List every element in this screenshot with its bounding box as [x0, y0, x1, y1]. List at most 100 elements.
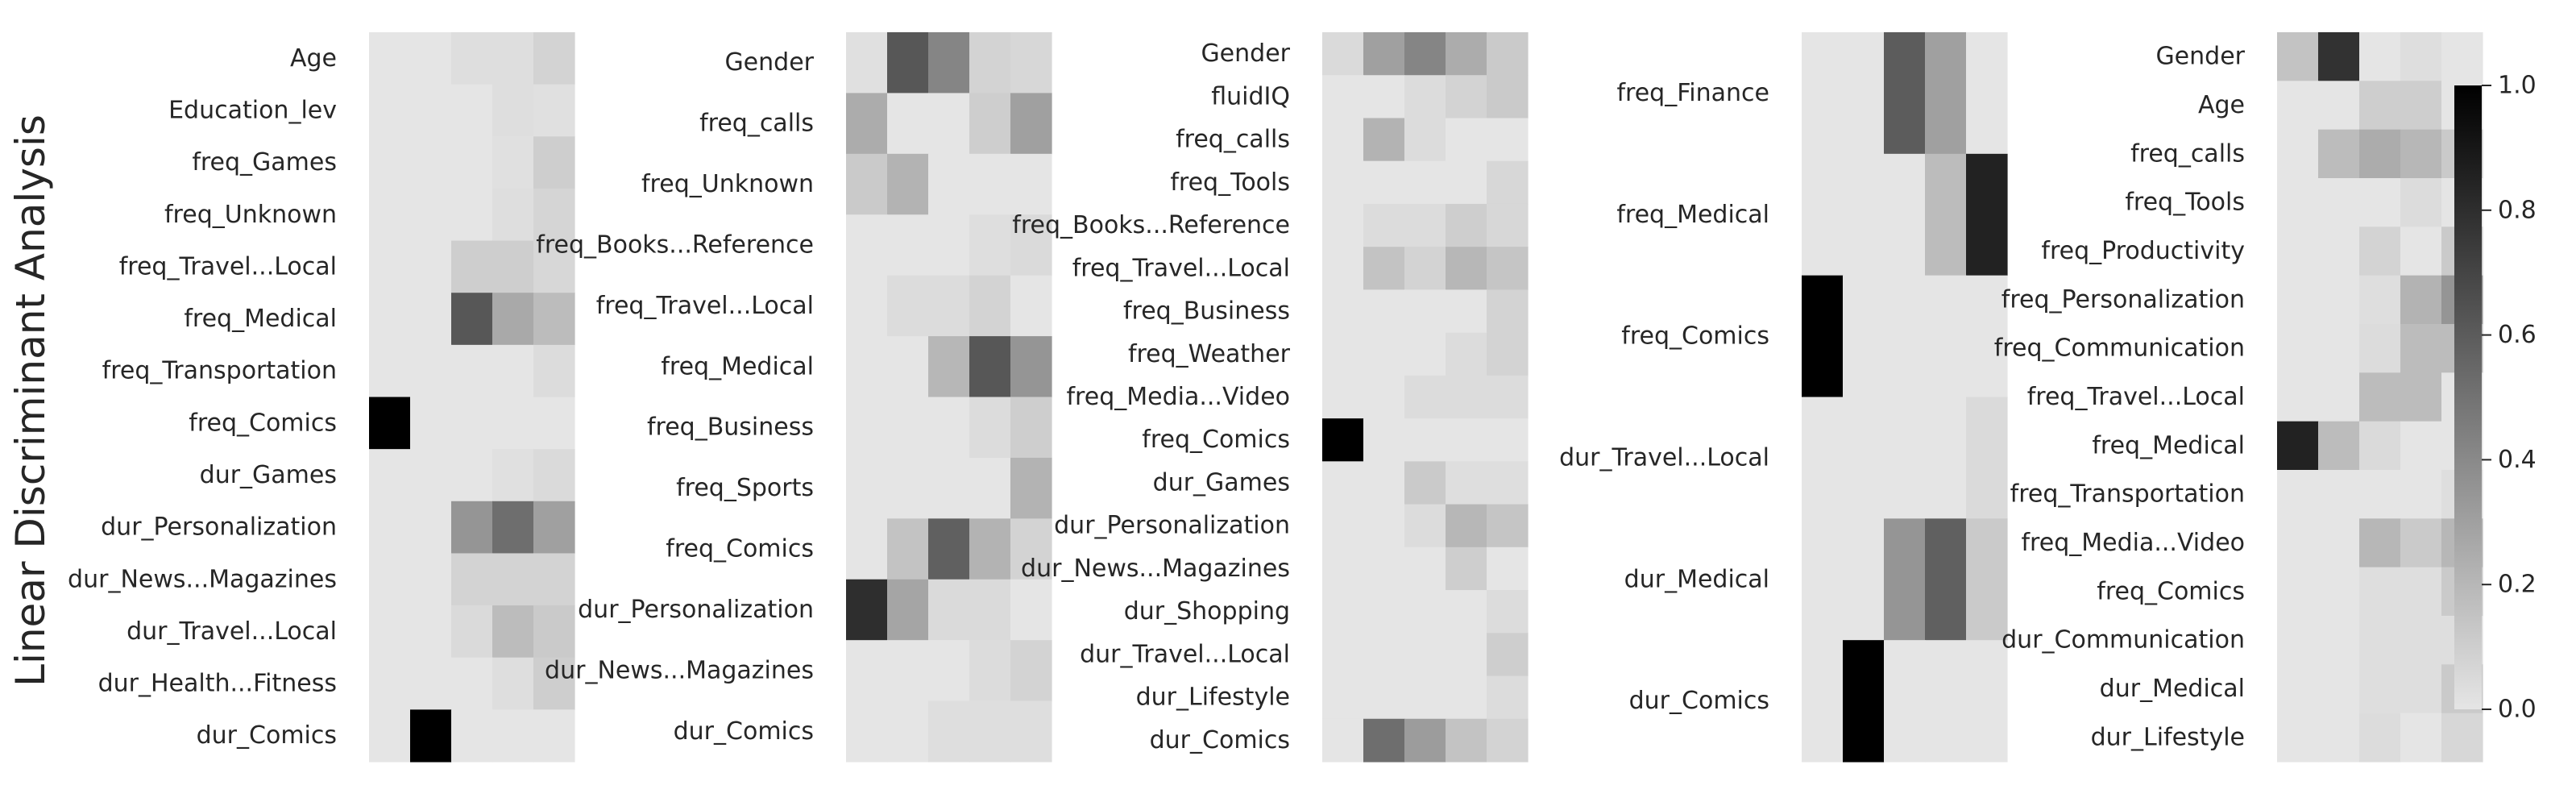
row-label: freq_Travel...Local	[2027, 383, 2245, 411]
heatmap-cell	[1363, 675, 1405, 720]
heatmap-cell	[1010, 32, 1052, 94]
heatmap-cell	[533, 293, 575, 346]
row-label: freq_Transportation	[2010, 480, 2245, 509]
heatmap-cell	[451, 501, 493, 555]
heatmap-cell	[1487, 504, 1529, 548]
heatmap-cell	[451, 136, 493, 189]
heatmap-cell	[492, 553, 534, 606]
heatmap-cell	[451, 84, 493, 137]
row-label: dur_News...Magazines	[545, 656, 814, 684]
heatmap-cell	[1363, 590, 1405, 634]
heatmap-cell	[492, 188, 534, 242]
heatmap-cell	[1322, 418, 1364, 462]
heatmap-cell	[1363, 247, 1405, 291]
heatmap-cell	[1843, 640, 1885, 763]
heatmap-cell	[1802, 640, 1844, 763]
row-label: dur_Health...Fitness	[98, 670, 337, 698]
heatmap-cell	[1925, 153, 1967, 276]
heatmap-cell	[2318, 324, 2360, 373]
row-label: freq_Travel...Local	[1072, 254, 1290, 282]
heatmap-cell	[2400, 421, 2442, 471]
row-label: Gender	[724, 48, 814, 77]
heatmap-cell	[2359, 129, 2401, 179]
heatmap-cell	[2359, 324, 2401, 373]
heatmap-cell	[2359, 616, 2401, 665]
heatmap-cell	[533, 397, 575, 450]
heatmap-cell	[2359, 81, 2401, 131]
heatmap-cell	[846, 32, 888, 94]
row-label: dur_Comics	[1150, 726, 1290, 754]
heatmap-cell	[1363, 118, 1405, 162]
colorbar: 0.0 0.2 0.4 0.6 0.8 1.0	[2454, 72, 2537, 724]
heatmap-cell	[1966, 32, 2008, 155]
row-label: dur_Personalization	[101, 513, 337, 542]
heatmap-cell	[1446, 418, 1487, 462]
heatmap-cell	[2400, 664, 2442, 714]
heatmap-cell	[887, 214, 929, 276]
heatmap-cell	[887, 457, 929, 519]
heatmap-cell	[2441, 32, 2483, 81]
heatmap-cell	[846, 214, 888, 276]
row-label: freq_Unknown	[164, 201, 337, 229]
heatmap-cell	[1446, 332, 1487, 376]
heatmap-cell	[1446, 247, 1487, 291]
heatmap-cell	[451, 657, 493, 710]
heatmap-cell	[1322, 590, 1364, 634]
heatmap-cell	[1322, 546, 1364, 591]
heatmap-cell	[1446, 118, 1487, 162]
heatmap-panels: AgeEducation_levfreq_Gamesfreq_Unknownfr…	[68, 32, 2483, 763]
heatmap-cell	[2318, 616, 2360, 665]
heatmap-cell	[1404, 32, 1446, 76]
heatmap-cell	[1322, 461, 1364, 505]
heatmap-cell	[969, 397, 1011, 459]
heatmap-cell	[2400, 518, 2442, 568]
row-label: dur_Comics	[674, 717, 814, 746]
row-label: freq_Comics	[1142, 426, 1290, 454]
row-label: freq_Medical	[184, 305, 337, 333]
heatmap-cell	[1404, 289, 1446, 334]
row-label: freq_calls	[699, 110, 814, 138]
colorbar-tick-label: 0.4	[2498, 446, 2537, 474]
heatmap-cell	[887, 518, 929, 580]
row-label: freq_Comics	[666, 535, 814, 563]
heatmap-cell	[369, 240, 411, 293]
heatmap-cell	[1487, 633, 1529, 677]
heatmap-cell	[2400, 129, 2442, 179]
heatmap-cell	[451, 32, 493, 85]
heatmap-cell	[1010, 518, 1052, 580]
heatmap-cell	[1322, 160, 1364, 205]
row-label: freq_Medical	[2092, 431, 2245, 459]
heatmap-cell	[1802, 153, 1844, 276]
heatmap-cell	[1010, 93, 1052, 155]
heatmap-cell	[928, 640, 970, 702]
row-label: freq_Medical	[661, 352, 814, 380]
heatmap-cell	[887, 700, 929, 763]
heatmap-cell	[2277, 713, 2319, 763]
heatmap-cell	[928, 397, 970, 459]
heatmap-cell	[1322, 633, 1364, 677]
heatmap-cell	[2318, 713, 2360, 763]
heatmap-cell	[1487, 418, 1529, 462]
heatmap-cell	[2318, 32, 2360, 81]
heatmap-cell	[1363, 461, 1405, 505]
heatmap-cell	[1925, 518, 1967, 641]
heatmap-cell	[2277, 275, 2319, 325]
heatmap-cell	[2277, 421, 2319, 471]
heatmap-cell	[2318, 275, 2360, 325]
heatmap-cell	[533, 449, 575, 502]
heatmap-cell	[2359, 275, 2401, 325]
heatmap-cell	[369, 553, 411, 606]
row-label: freq_Communication	[1994, 335, 2245, 363]
heatmap-cell	[887, 397, 929, 459]
heatmap-cell	[533, 553, 575, 606]
heatmap-cell	[2277, 178, 2319, 227]
heatmap-cell	[1487, 203, 1529, 247]
heatmap-cell	[1487, 160, 1529, 205]
heatmap-cell	[887, 153, 929, 215]
heatmap-cell	[533, 240, 575, 293]
row-label: dur_Travel...Local	[1559, 443, 1769, 472]
heatmap-cell	[2277, 518, 2319, 568]
row-label: Gender	[2155, 43, 2245, 71]
heatmap-cell	[1010, 700, 1052, 763]
